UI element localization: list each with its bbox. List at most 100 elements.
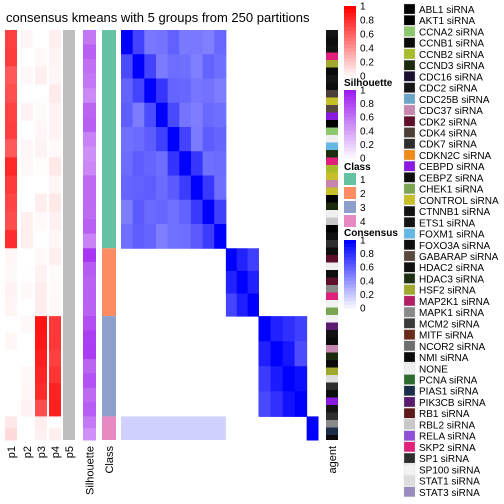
- consensus-cell: [190, 30, 204, 55]
- membership-legend-swatch: [344, 44, 356, 49]
- agent-legend-label: CDC37 siRNA: [419, 106, 483, 117]
- membership-legend-swatch: [344, 34, 356, 38]
- consensus-cell: [190, 224, 204, 249]
- silhouette-cell: [83, 275, 96, 290]
- consensus-legend-swatch: [344, 267, 356, 271]
- silhouette-cell: [83, 402, 96, 417]
- silhouette-legend-swatch: [344, 100, 356, 104]
- agent-legend-label: CCNB1 siRNA: [419, 39, 484, 50]
- membership-cell: [35, 299, 47, 317]
- agent-cell: [326, 180, 338, 188]
- agent-cell: [326, 397, 338, 405]
- consensus-cell: [270, 341, 284, 367]
- agent-cell: [326, 52, 338, 60]
- consensus-legend-swatch: [344, 263, 356, 268]
- membership-legend-tick-label: 0.2: [360, 58, 374, 69]
- membership-cell: [21, 66, 33, 86]
- membership-cell: [5, 139, 17, 158]
- membership-cell: [35, 265, 47, 283]
- agent-legend-label: ETS1 siRNA: [419, 218, 475, 229]
- agent-legend-swatch: [403, 205, 416, 217]
- consensus-cell: [132, 151, 145, 177]
- silhouette-legend-swatch: [344, 117, 356, 121]
- consensus-legend-swatch: [344, 260, 356, 265]
- membership-cell: [35, 428, 47, 441]
- membership-heatmap: [5, 30, 75, 441]
- membership-legend-swatch: [344, 20, 356, 24]
- silhouette-cell: [83, 261, 96, 276]
- column-label: p4: [50, 446, 62, 458]
- consensus-cell: [167, 151, 180, 177]
- membership-cell: [49, 157, 61, 177]
- agent-legend-label: RELA siRNA: [419, 432, 476, 443]
- consensus-cell: [179, 30, 192, 55]
- silhouette-cell: [83, 416, 96, 429]
- agent-cell: [326, 345, 338, 353]
- agent-legend-label: MAPK1 siRNA: [419, 308, 484, 319]
- silhouette-cell: [83, 344, 96, 360]
- agent-cell: [326, 270, 338, 278]
- silhouette-legend-swatch: [344, 127, 356, 132]
- membership-cell: [49, 120, 61, 140]
- agent-cell: [326, 217, 338, 225]
- consensus-legend-swatch: [344, 284, 356, 288]
- membership-cell: [5, 211, 17, 231]
- column-label: Silhouette: [85, 446, 97, 495]
- consensus-cell: [121, 199, 134, 225]
- membership-cell: [21, 211, 33, 231]
- silhouette-cell: [83, 73, 96, 89]
- consensus-legend-swatch: [344, 304, 356, 309]
- agent-cell: [326, 150, 338, 158]
- membership-cell: [5, 428, 17, 441]
- membership-cell: [21, 193, 33, 213]
- membership-cell: [5, 265, 17, 283]
- consensus-cell: [214, 151, 227, 177]
- agent-cell: [326, 240, 338, 248]
- agent-cell: [326, 97, 338, 105]
- color-legends: 10.80.60.40.20Silhouette10.80.60.40.20Cl…: [344, 2, 398, 315]
- agent-legend-swatch: [403, 408, 416, 419]
- membership-cell: [5, 48, 17, 67]
- consensus-cell: [214, 102, 227, 128]
- membership-cell: [35, 102, 47, 122]
- silhouette-legend-swatch: [344, 147, 356, 152]
- consensus-cell: [214, 224, 227, 249]
- membership-cell: [5, 416, 17, 429]
- column-label: Class: [104, 446, 116, 474]
- agent-legend-swatch: [403, 430, 416, 441]
- agent-cell: [326, 322, 338, 330]
- membership-cell: [49, 299, 61, 317]
- membership-cell: [49, 332, 61, 351]
- consensus-cell: [144, 175, 157, 201]
- membership-cell: [49, 30, 61, 49]
- membership-legend-swatch: [344, 72, 356, 77]
- membership-cell: [5, 30, 17, 49]
- silhouette-legend-swatch: [344, 110, 356, 115]
- agent-cell: [326, 82, 338, 90]
- silhouette-cell: [83, 233, 96, 249]
- membership-cell: [49, 175, 61, 195]
- membership-cell: [21, 299, 33, 317]
- consensus-legend-tick-label: 0.8: [360, 249, 374, 260]
- consensus-cell: [155, 224, 169, 249]
- agent-cell: [326, 412, 338, 420]
- membership-cell: [21, 175, 33, 195]
- agent-legend-swatch: [403, 351, 416, 363]
- membership-cell: [49, 265, 61, 283]
- membership-cell: [35, 399, 47, 417]
- agent-cell: [326, 390, 338, 398]
- silhouette-cell: [83, 102, 96, 118]
- agent-legend-swatch: [403, 239, 416, 250]
- consensus-cell: [190, 199, 204, 225]
- membership-cell: [21, 316, 33, 334]
- membership-cell: [35, 416, 47, 429]
- membership-cell: [21, 366, 33, 384]
- membership-cell: [49, 399, 61, 417]
- membership-legend-tick-label: 1: [360, 2, 366, 13]
- agent-legend-label: CDK2 siRNA: [419, 117, 477, 128]
- class-legend-label: 1: [360, 175, 366, 186]
- consensus-cell: [190, 151, 204, 177]
- silhouette-legend-tick-label: 0.4: [360, 126, 374, 137]
- class-legend-swatch: [344, 215, 356, 227]
